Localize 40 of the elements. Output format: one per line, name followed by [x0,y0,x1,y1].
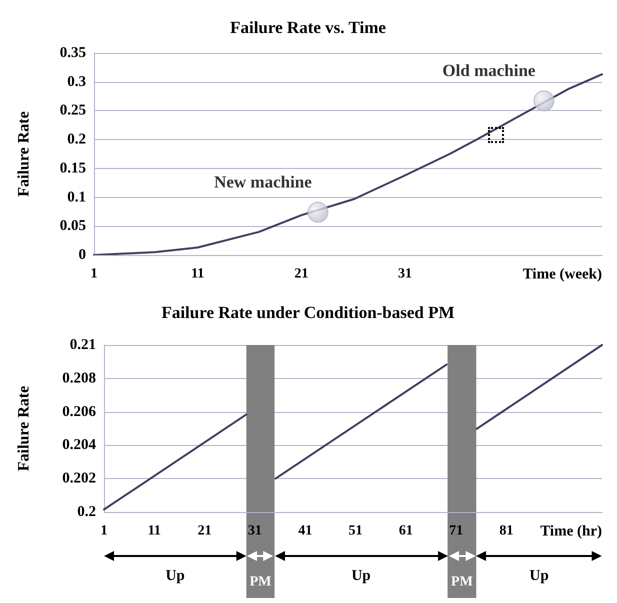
y-tick-label: 0.15 [60,160,86,176]
y-tick-label: 0.2 [77,504,96,520]
x-tick-label: 71 [449,524,464,538]
text: Up [164,568,186,585]
x-tick-label: 11 [148,524,161,538]
y-tick-label: 0.21 [70,337,96,353]
chart-title: Failure Rate vs. Time [230,18,386,37]
y-tick-label: 0.35 [60,45,86,61]
y-axis-title: Failure Rate [16,111,32,197]
y-tick-label: 0.202 [62,470,96,487]
x-tick-label: 1 [100,524,108,538]
y-tick-label: 0.25 [60,102,86,119]
y-tick-label: 0.1 [67,189,86,206]
x-tick-label: 31 [248,524,262,538]
band-label: PM [250,574,272,590]
y-tick-label: 0 [78,247,86,263]
annotation: New machine [214,172,312,192]
annotation: Old machine [442,60,536,80]
y-tick-label: 0.204 [62,437,96,454]
y-tick-label: 0.206 [62,404,96,420]
text: Up [528,568,550,585]
y-tick-label: 0.05 [60,218,86,234]
x-axis-title: Time (hr) [540,524,602,540]
y-tick-label: 0.2 [67,132,86,148]
band-label: PM [451,574,473,590]
x-tick-label: 51 [348,524,363,538]
x-tick-label: 81 [499,524,514,538]
y-tick-label: 0.208 [62,370,96,386]
y-axis-title: Failure Rate [16,386,32,472]
x-tick-label: 31 [398,266,412,282]
y-tick-label: 0.3 [67,74,86,90]
x-tick-label: 41 [298,524,312,538]
chart-title: Failure Rate under Condition-based PM [161,303,455,322]
x-tick-label: 21 [198,524,212,538]
x-tick-label: 61 [398,524,413,538]
x-axis-title: Time (week) [522,266,602,282]
x-tick-label: 11 [191,266,204,282]
text: Up [350,568,372,585]
x-tick-label: 21 [294,266,308,282]
x-tick-label: 1 [90,266,98,282]
